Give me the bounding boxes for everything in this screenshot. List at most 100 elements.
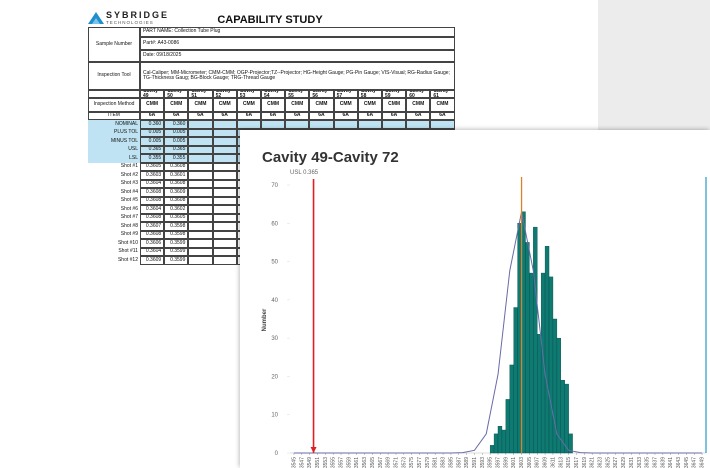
empty-cell	[188, 188, 213, 197]
x-tick-label: 0.3575	[409, 457, 415, 468]
value-cell: 0.3609	[164, 188, 189, 197]
marker-arrow	[310, 447, 317, 453]
x-tick-label: 0.3649	[700, 457, 706, 468]
empty-cell	[188, 222, 213, 231]
value-cell: 6A	[406, 112, 431, 120]
y-tick-label: 70	[271, 183, 278, 189]
value-cell: 0.3606	[140, 239, 165, 248]
fit-curve	[293, 211, 703, 454]
empty-cell	[236, 120, 261, 129]
value-cell: 0.3605	[164, 213, 189, 222]
empty-cell	[212, 222, 237, 231]
row-label: Shot #1	[120, 163, 138, 169]
x-tick-label: 0.3579	[425, 457, 431, 468]
row-label: USL	[88, 145, 140, 154]
bar	[509, 364, 514, 454]
row-label: ITEM	[88, 112, 140, 120]
x-tick-label: 0.3617	[574, 457, 580, 468]
x-tick-label: 0.3571	[393, 457, 399, 468]
bar	[489, 445, 495, 454]
empty-cell	[188, 230, 213, 239]
chart: Cavity 49-Cavity 72 USL 0.365 Number 0 10…	[262, 149, 707, 468]
value-cell: 6A	[382, 112, 407, 120]
x-tick-label: 0.3635	[645, 457, 651, 468]
x-tick-label: 0.3549	[307, 457, 313, 468]
row-label: Sample Number	[88, 27, 140, 62]
value-cell: 0.3608	[164, 196, 189, 205]
value-cell: 0.3608	[140, 196, 165, 205]
x-tick-label: 0.3631	[629, 457, 635, 468]
column-header: Cavity 56	[309, 90, 334, 98]
value-cell: 6A	[261, 112, 286, 120]
row-label: Shot #3	[120, 180, 138, 186]
x-tick-label: 0.3629	[621, 457, 627, 468]
empty-cell	[188, 256, 213, 265]
value-cell: 6A	[357, 112, 382, 120]
y-tick-label: 20	[271, 374, 278, 380]
column-header: Cavity 49	[140, 90, 165, 98]
bar	[505, 399, 510, 454]
header-corner	[88, 90, 140, 98]
x-tick-label: 0.3603	[519, 457, 525, 468]
value-cell: 0.365	[140, 145, 165, 154]
value-cell: 0.3599	[164, 239, 189, 248]
column-header: Cavity 54	[261, 90, 286, 98]
value-cell: 0.005	[140, 128, 165, 137]
logo-subtext: TECHNOLOGIES	[106, 20, 154, 25]
empty-cell	[188, 196, 213, 205]
x-tick-label: 0.3561	[354, 457, 360, 468]
value-cell: CMM	[188, 98, 213, 112]
column-header: Cavity 50	[164, 90, 189, 98]
empty-cell	[285, 120, 310, 129]
row-label: MINUS TOL	[88, 137, 140, 146]
x-tick-label: 0.3569	[386, 457, 392, 468]
empty-cell	[212, 239, 237, 248]
value-cell: 0.3607	[140, 222, 165, 231]
empty-cell	[212, 120, 237, 129]
value-cell: CMM	[140, 98, 165, 112]
bar	[540, 272, 546, 454]
value-cell: CMM	[309, 98, 334, 112]
empty-cell	[188, 213, 213, 222]
y-tick-label: 60	[271, 221, 278, 227]
value-cell: CMM	[212, 98, 237, 112]
empty-cell	[188, 120, 213, 129]
column-header: Cavity 52	[212, 90, 237, 98]
x-tick-label: 0.3627	[613, 457, 619, 468]
value-cell: 0.3605	[140, 162, 165, 171]
chart-title: Cavity 49-Cavity 72	[262, 149, 399, 166]
value-cell: 0.005	[164, 128, 189, 137]
empty-cell	[309, 120, 334, 129]
row-label: LSL	[88, 154, 140, 163]
value-cell: 0.355	[164, 154, 189, 163]
empty-cell	[188, 128, 213, 137]
empty-cell	[212, 213, 237, 222]
value-cell: CMM	[430, 98, 455, 112]
row-label: Shot #12	[117, 256, 138, 263]
x-tick-label: 0.3615	[566, 457, 572, 468]
value-cell: 0.005	[140, 137, 165, 146]
value-cell: CMM	[406, 98, 431, 112]
value-cell: 0.3604	[140, 205, 165, 214]
value-cell: 6A	[285, 112, 310, 120]
row-label: NOMINAL	[88, 120, 140, 129]
x-tick-label: 0.3557	[339, 457, 345, 468]
value-cell: 0.005	[164, 137, 189, 146]
x-tick-label: 0.3545	[291, 457, 297, 468]
x-tick-label: 0.3591	[472, 457, 478, 468]
x-tick-label: 0.3607	[535, 457, 541, 468]
x-tick-label: 0.3619	[582, 457, 588, 468]
value-cell: 6A	[140, 112, 165, 120]
row-label: Inspection Method	[88, 98, 140, 112]
x-tick-label: 0.3547	[299, 457, 305, 468]
x-tick-label: 0.3585	[448, 457, 454, 468]
x-tick-label: 0.3553	[323, 457, 329, 468]
row-label: PLUS TOL	[88, 128, 140, 137]
x-tick-label: 0.3565	[370, 457, 376, 468]
part-name: PART NAME: Collection Tube Plug	[140, 27, 455, 37]
value-cell: CMM	[164, 98, 189, 112]
row-label: Shot #2	[120, 171, 138, 178]
value-cell: CMM	[333, 98, 358, 112]
empty-cell	[333, 120, 358, 129]
x-tick-label: 0.3601	[511, 457, 517, 468]
